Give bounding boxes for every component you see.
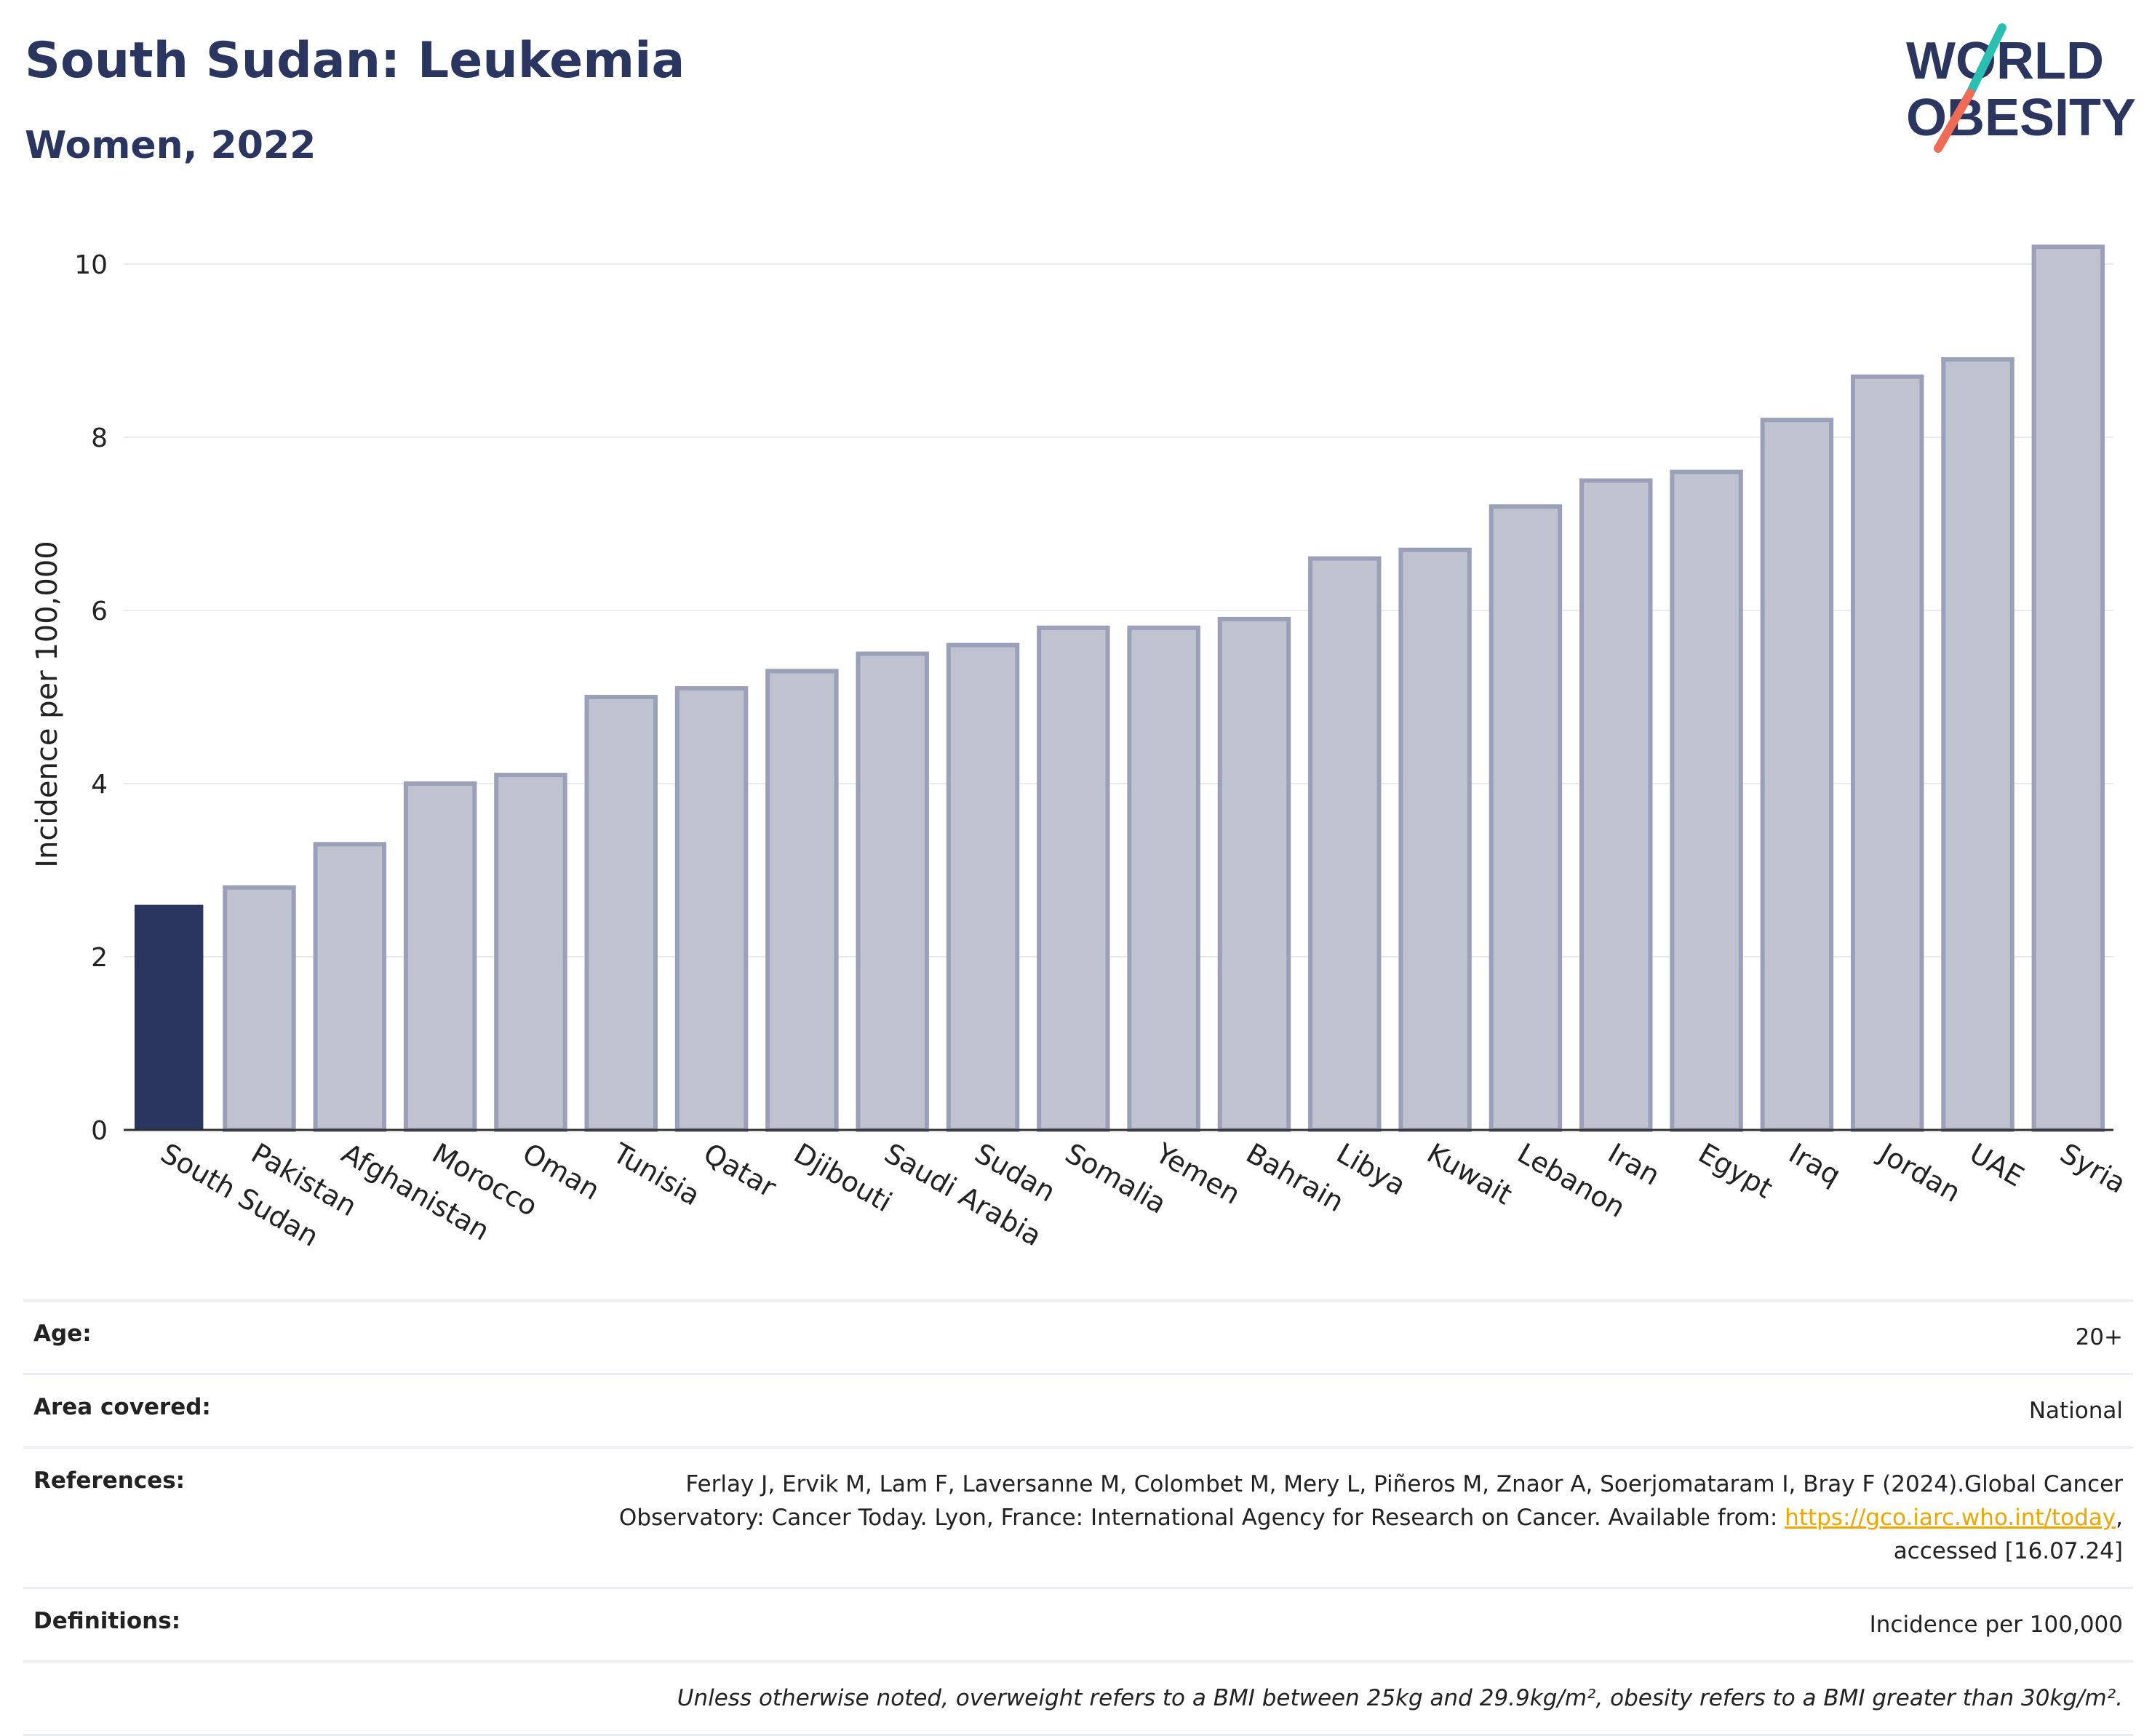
references-link[interactable]: https://gco.iarc.who.int/today xyxy=(1785,1505,2116,1531)
bar-lebanon[interactable] xyxy=(1489,504,1563,1132)
x-tick-label: Iraq xyxy=(1783,1137,1846,1192)
references-text-3: accessed [16.07.24] xyxy=(1893,1538,2123,1564)
y-tick-label: 2 xyxy=(91,943,108,973)
bar-tunisia[interactable] xyxy=(584,695,658,1132)
bar-iraq[interactable] xyxy=(1760,418,1834,1132)
x-tick-label: Bahrain xyxy=(1240,1137,1349,1219)
chart-title: South Sudan: Leukemia xyxy=(25,32,685,89)
age-value: 20+ xyxy=(2075,1324,2123,1350)
y-tick-label: 4 xyxy=(91,770,108,800)
x-tick-label: Tunisia xyxy=(607,1136,705,1212)
y-axis-label: Incidence per 100,000 xyxy=(31,541,64,868)
bar-pakistan[interactable] xyxy=(223,885,296,1133)
definitions-label: Definitions: xyxy=(33,1608,181,1634)
bar-chart: 0 2 4 6 8 10 South SudanPakistanAfghanistanMo… xyxy=(31,244,2132,1253)
x-tick-label: Somalia xyxy=(1060,1137,1172,1220)
bar-yemen[interactable] xyxy=(1127,625,1200,1132)
references-comma: , xyxy=(2116,1505,2123,1531)
y-tick-labels: 0 2 4 6 8 10 xyxy=(74,250,108,1146)
info-row-area: Area covered: National xyxy=(23,1373,2133,1446)
info-row-age: Age: 20+ xyxy=(23,1299,2133,1373)
world-obesity-logo: WORLD OBESITY xyxy=(1906,23,2136,153)
bar-sudan[interactable] xyxy=(946,642,1020,1132)
info-row-definitions: Definitions: Incidence per 100,000 xyxy=(23,1587,2133,1660)
info-row-references: References: Ferlay J, Ervik M, Lam F, La… xyxy=(23,1446,2133,1587)
bar-egypt[interactable] xyxy=(1670,469,1743,1132)
x-tick-label: Djibouti xyxy=(789,1137,898,1219)
definitions-value: Incidence per 100,000 xyxy=(1869,1612,2123,1638)
bar-uae[interactable] xyxy=(1941,357,2014,1132)
bar-iran[interactable] xyxy=(1579,478,1653,1132)
logo-text-world: WORLD xyxy=(1906,32,2104,90)
y-tick-label: 0 xyxy=(91,1116,108,1146)
info-table: Age: 20+ Area covered: National Referenc… xyxy=(23,1299,2133,1736)
x-tick-label: Egypt xyxy=(1693,1137,1778,1205)
chart-subtitle: Women, 2022 xyxy=(25,124,316,167)
references-label: References: xyxy=(33,1468,186,1494)
y-tick-label: 8 xyxy=(91,423,108,453)
bar-djibouti[interactable] xyxy=(765,669,839,1132)
bar-oman[interactable] xyxy=(494,773,567,1132)
bar-libya[interactable] xyxy=(1308,556,1382,1132)
x-tick-label: UAE xyxy=(1964,1137,2029,1193)
bmi-note: Unless otherwise noted, overweight refer… xyxy=(677,1685,2123,1711)
logo-slash-teal xyxy=(1966,23,2006,97)
bars xyxy=(134,244,2105,1133)
bar-jordan[interactable] xyxy=(1850,374,1924,1133)
y-tick-label: 10 xyxy=(74,250,108,280)
bar-afghanistan[interactable] xyxy=(313,842,387,1133)
logo-slash-coral xyxy=(1934,89,1974,153)
x-tick-label: Iran xyxy=(1603,1137,1665,1192)
x-tick-label: Syria xyxy=(2055,1137,2131,1200)
area-value: National xyxy=(2028,1398,2123,1424)
x-tick-label: Qatar xyxy=(698,1137,782,1204)
references-text-2: Observatory: Cancer Today. Lyon, France:… xyxy=(618,1505,1785,1531)
age-label: Age: xyxy=(33,1321,92,1347)
info-row-note: Unless otherwise noted, overweight refer… xyxy=(23,1660,2133,1736)
bar-morocco[interactable] xyxy=(403,781,477,1132)
bar-saudi-arabia[interactable] xyxy=(856,651,929,1132)
x-tick-label: Kuwait xyxy=(1422,1137,1518,1211)
bar-kuwait[interactable] xyxy=(1398,547,1472,1132)
bar-south-sudan[interactable] xyxy=(134,904,204,1130)
x-tick-label: Jordan xyxy=(1873,1136,1966,1209)
y-tick-label: 6 xyxy=(91,597,108,626)
bar-syria[interactable] xyxy=(2031,244,2105,1133)
bar-somalia[interactable] xyxy=(1037,625,1110,1132)
bar-qatar[interactable] xyxy=(674,686,749,1132)
references-text-1: Ferlay J, Ervik M, Lam F, Laversanne M, … xyxy=(685,1471,2123,1497)
bar-bahrain[interactable] xyxy=(1217,616,1291,1132)
x-tick-labels: South SudanPakistanAfghanistanMoroccoOma… xyxy=(156,1136,2132,1253)
area-label: Area covered: xyxy=(33,1394,211,1420)
references-value: Ferlay J, Ervik M, Lam F, Laversanne M, … xyxy=(619,1468,2123,1568)
